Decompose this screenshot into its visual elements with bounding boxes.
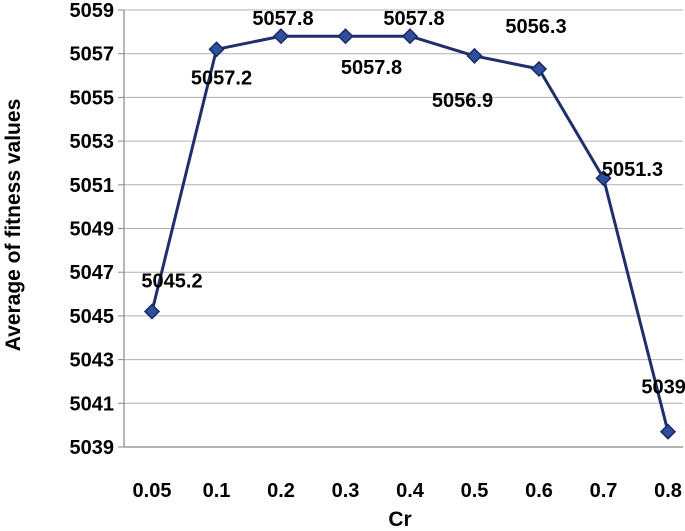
x-tick-label: 0.6 (525, 480, 553, 502)
data-markers (143, 28, 677, 440)
y-tick-label: 5055 (70, 87, 115, 109)
y-tick-label: 5053 (70, 131, 115, 153)
y-tick-label: 5039 (70, 437, 115, 459)
x-axis-title: Cr (388, 508, 411, 531)
x-tick-label: 0.7 (590, 480, 618, 502)
data-point-marker (143, 303, 161, 320)
data-label: 5057.8 (341, 57, 402, 79)
y-tick-labels: 5039 5041 5043 5045 5047 5049 5051 5053 5055 5057… (70, 0, 115, 459)
data-point-marker (659, 423, 677, 440)
data-label: 5057.8 (252, 8, 313, 30)
axes (123, 10, 683, 448)
y-tick-label: 5051 (70, 175, 115, 197)
data-label: 5045.2 (141, 271, 202, 293)
data-point-marker (337, 28, 354, 45)
data-point-marker (208, 41, 225, 58)
series-polyline (150, 34, 670, 433)
x-tick-label: 0.2 (267, 480, 295, 502)
data-point-marker (272, 28, 290, 45)
y-tick-label: 5045 (70, 306, 115, 328)
gridlines (118, 9, 683, 448)
y-tick-label: 5043 (70, 350, 115, 372)
data-point-marker (466, 47, 483, 64)
data-label: 5056.3 (505, 16, 566, 38)
data-label: 5057.2 (191, 67, 252, 89)
y-tick-label: 5041 (70, 393, 115, 415)
data-labels: 5045.2 5057.2 5057.8 5057.8 5057.8 5056.9 5056… (141, 8, 685, 398)
x-tick-label: 0.4 (396, 480, 425, 502)
y-tick-label: 5049 (70, 219, 115, 241)
data-label: 5056.9 (432, 90, 493, 112)
x-tick-label: 0.05 (133, 480, 172, 502)
y-tick-label: 5057 (70, 44, 115, 66)
data-label: 5039.7 (641, 377, 685, 399)
y-tick-label: 5047 (70, 262, 115, 284)
data-point-marker (530, 60, 548, 78)
y-tick-label: 5059 (70, 0, 115, 22)
series-line (150, 34, 670, 433)
x-tick-label: 0.8 (654, 480, 682, 502)
x-tick-label: 0.1 (203, 480, 231, 502)
x-tick-label: 0.3 (332, 480, 360, 502)
data-label: 5051.3 (602, 159, 663, 181)
data-point-marker (595, 170, 612, 187)
data-point-marker (401, 28, 419, 45)
data-label: 5057.8 (383, 8, 444, 30)
x-tick-label: 0.5 (461, 480, 489, 502)
y-axis-title: Average of fitness values (2, 99, 25, 352)
x-tick-labels: 0.05 0.1 0.2 0.3 0.4 0.5 0.6 0.7 0.8 (133, 480, 682, 502)
